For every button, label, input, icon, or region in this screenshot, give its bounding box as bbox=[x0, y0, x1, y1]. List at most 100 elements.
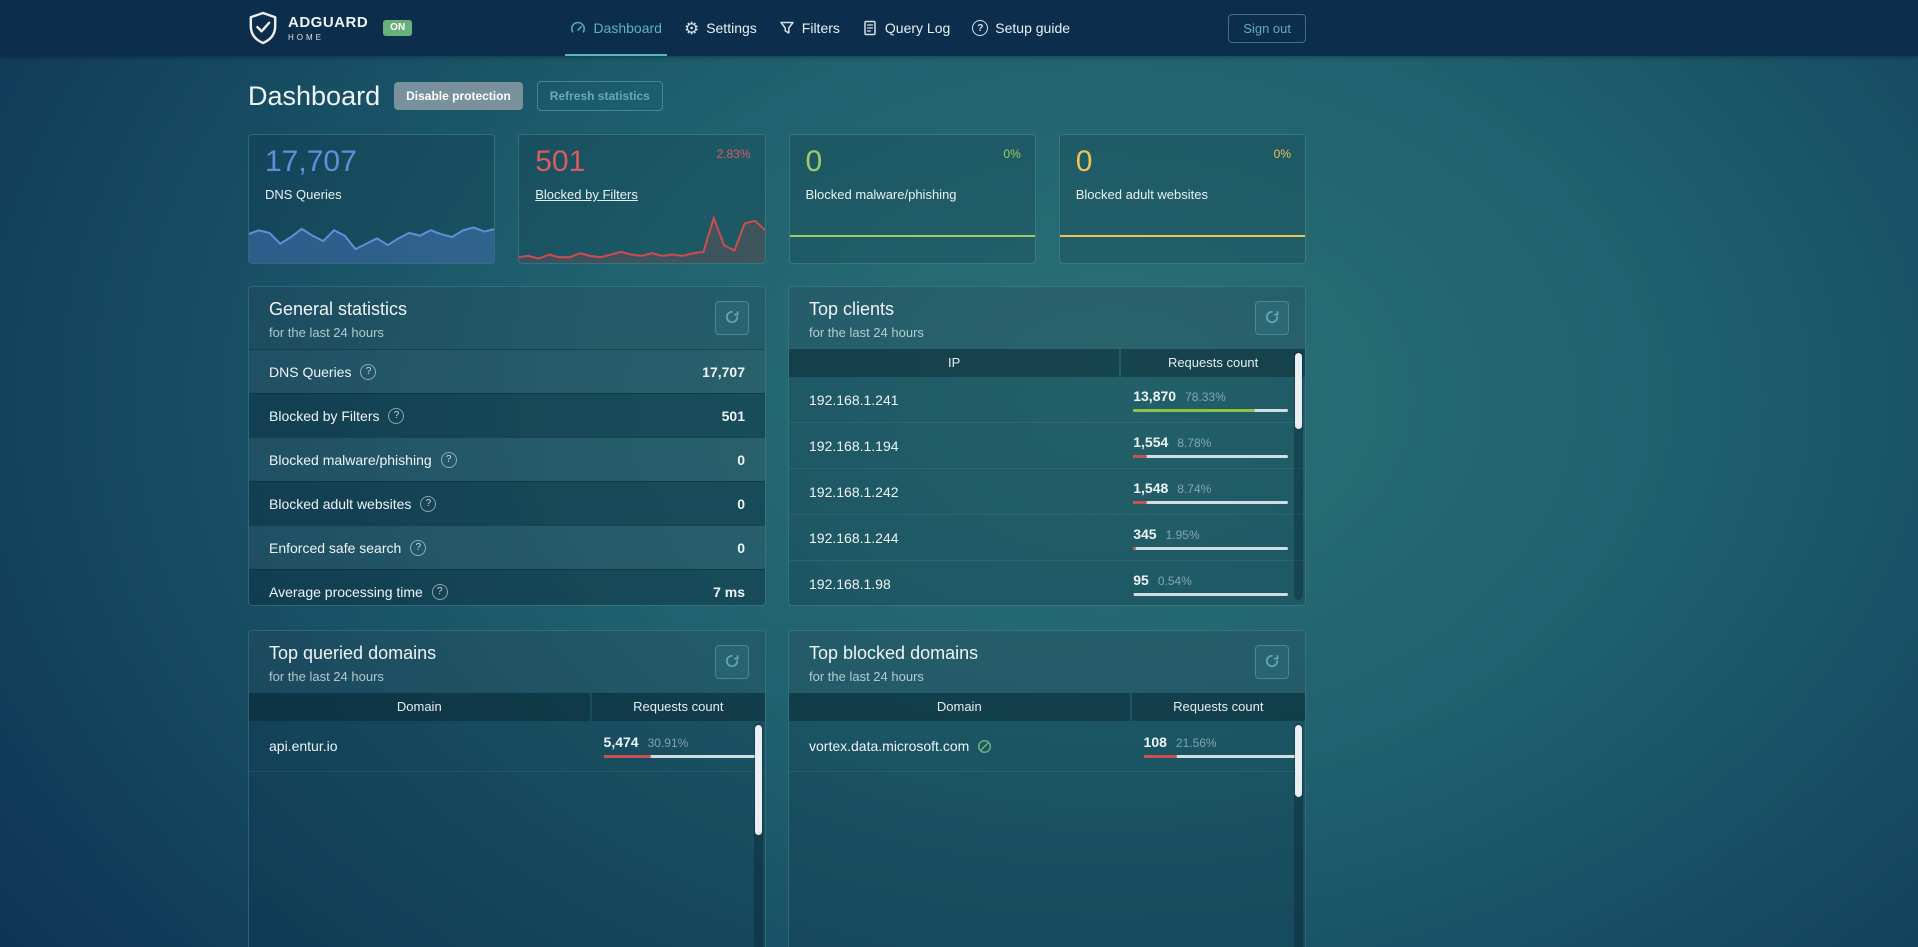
main-nav: Dashboard ⚙ Settings Filters bbox=[559, 0, 1081, 56]
request-percent: 78.33% bbox=[1185, 389, 1226, 404]
nav-item-setup-guide[interactable]: ? Setup guide bbox=[961, 0, 1081, 56]
scrollbar[interactable] bbox=[754, 723, 763, 947]
statistics-row: Blocked by Filters ? 501 bbox=[249, 393, 765, 437]
blocked-malware-flatline bbox=[789, 235, 1035, 237]
blocked-adult-percent: 0% bbox=[1273, 147, 1291, 161]
blocked-malware-value: 0 bbox=[805, 145, 823, 178]
request-count: 1,554 bbox=[1133, 433, 1169, 450]
statistics-row: Enforced safe search ? 0 bbox=[249, 525, 765, 569]
progress-bar bbox=[1133, 546, 1289, 550]
request-count: 95 bbox=[1133, 571, 1149, 588]
blocked-filters-sparkline bbox=[519, 210, 765, 263]
client-ip: 192.168.1.98 bbox=[809, 575, 891, 592]
blocked-adult-flatline bbox=[1059, 235, 1305, 237]
scrollbar-thumb[interactable] bbox=[755, 725, 762, 835]
client-row: 192.168.1.194 1,554 8.78% bbox=[789, 423, 1305, 469]
column-header-domain: Domain bbox=[249, 693, 590, 721]
table-header: Domain Requests count bbox=[789, 693, 1305, 721]
progress-bar-fill bbox=[1133, 408, 1255, 412]
help-icon[interactable]: ? bbox=[388, 407, 405, 424]
nav-item-query-log[interactable]: Query Log bbox=[851, 0, 961, 56]
page-title: Dashboard bbox=[248, 80, 381, 111]
column-header-requests: Requests count bbox=[591, 693, 765, 721]
panel-title: Top clients bbox=[809, 299, 895, 319]
sign-out-button[interactable]: Sign out bbox=[1228, 13, 1306, 43]
blocked-adult-value: 0 bbox=[1075, 145, 1093, 178]
progress-bar bbox=[1133, 408, 1289, 412]
client-row: 192.168.1.242 1,548 8.74% bbox=[789, 469, 1305, 515]
scrollbar-thumb[interactable] bbox=[1295, 353, 1302, 429]
panel-title: General statistics bbox=[269, 299, 408, 319]
refresh-icon bbox=[1264, 653, 1280, 672]
client-ip: 192.168.1.244 bbox=[809, 529, 899, 546]
nav-label: Settings bbox=[706, 20, 757, 36]
statistic-value: 0 bbox=[737, 451, 745, 468]
help-icon[interactable]: ? bbox=[360, 363, 377, 380]
client-row: 192.168.1.98 95 0.54% bbox=[789, 561, 1305, 605]
nav-item-filters[interactable]: Filters bbox=[768, 0, 851, 56]
dns-queries-sparkline bbox=[249, 210, 495, 263]
blocked-filters-link[interactable]: Blocked by Filters bbox=[535, 187, 638, 202]
statistic-value: 0 bbox=[737, 495, 745, 512]
column-header-ip: IP bbox=[789, 349, 1120, 377]
domain-name: vortex.data.microsoft.com bbox=[809, 738, 970, 754]
protection-status-badge: ON bbox=[383, 20, 413, 36]
statistics-row: Average processing time ? 7 ms bbox=[249, 569, 765, 605]
funnel-icon bbox=[779, 20, 795, 36]
client-ip: 192.168.1.241 bbox=[809, 391, 899, 408]
table-header: Domain Requests count bbox=[249, 693, 765, 721]
request-percent: 8.78% bbox=[1177, 435, 1212, 450]
refresh-top-queried-button[interactable] bbox=[715, 645, 749, 679]
statistics-row: Blocked adult websites ? 0 bbox=[249, 481, 765, 525]
scrollbar[interactable] bbox=[1294, 351, 1303, 600]
refresh-top-clients-button[interactable] bbox=[1255, 301, 1289, 335]
nav-item-dashboard[interactable]: Dashboard bbox=[559, 0, 673, 56]
domain-blocked-icon bbox=[977, 739, 992, 754]
progress-bar-fill bbox=[1133, 500, 1147, 504]
blocked-filters-percent: 2.83% bbox=[716, 147, 751, 161]
request-percent: 0.54% bbox=[1157, 573, 1192, 588]
panel-subtitle: for the last 24 hours bbox=[809, 325, 924, 340]
help-icon[interactable]: ? bbox=[420, 495, 437, 512]
column-header-requests: Requests count bbox=[1131, 693, 1305, 721]
client-ip: 192.168.1.194 bbox=[809, 437, 899, 454]
scrollbar-thumb[interactable] bbox=[1295, 725, 1302, 797]
progress-bar bbox=[1133, 454, 1289, 458]
statistic-value: 7 ms bbox=[713, 583, 745, 600]
adguard-logo[interactable]: ADGUARD HOME ON bbox=[248, 11, 413, 45]
progress-bar-fill bbox=[1133, 592, 1135, 596]
brand-title: ADGUARD bbox=[288, 13, 369, 31]
scrollbar[interactable] bbox=[1294, 723, 1303, 947]
refresh-statistics-button[interactable]: Refresh statistics bbox=[536, 81, 663, 111]
dns-queries-value: 17,707 bbox=[265, 145, 357, 178]
help-icon[interactable]: ? bbox=[410, 539, 427, 556]
statistic-label: Blocked malware/phishing bbox=[269, 451, 432, 468]
request-count: 345 bbox=[1133, 525, 1157, 542]
request-count: 5,474 bbox=[603, 734, 639, 750]
refresh-general-statistics-button[interactable] bbox=[715, 301, 749, 335]
help-icon[interactable]: ? bbox=[431, 583, 448, 600]
panel-title: Top queried domains bbox=[269, 643, 437, 663]
statistic-value: 501 bbox=[721, 407, 745, 424]
nav-label: Setup guide bbox=[995, 20, 1071, 36]
brand-subtitle: HOME bbox=[288, 32, 324, 42]
domain-name: api.entur.io bbox=[269, 738, 338, 754]
blocked-adult-label: Blocked adult websites bbox=[1075, 187, 1208, 202]
statistic-label: DNS Queries bbox=[269, 363, 352, 380]
request-count: 108 bbox=[1143, 734, 1167, 750]
document-icon bbox=[862, 20, 878, 36]
help-icon[interactable]: ? bbox=[440, 451, 457, 468]
request-count: 1,548 bbox=[1133, 479, 1169, 496]
refresh-top-blocked-button[interactable] bbox=[1255, 645, 1289, 679]
dns-queries-label: DNS Queries bbox=[265, 187, 342, 202]
blocked-domain-row: vortex.data.microsoft.com bbox=[789, 721, 1305, 772]
disable-protection-button[interactable]: Disable protection bbox=[394, 82, 523, 110]
stat-cards-row: 17,707 DNS Queries 501 Blocked by Filter… bbox=[248, 134, 1306, 264]
statistic-label: Enforced safe search bbox=[269, 539, 402, 556]
refresh-icon bbox=[1264, 309, 1280, 328]
panel-title: Top blocked domains bbox=[809, 643, 979, 663]
client-row: 192.168.1.244 345 1.95% bbox=[789, 515, 1305, 561]
statistic-label: Blocked adult websites bbox=[269, 495, 412, 512]
nav-item-settings[interactable]: ⚙ Settings bbox=[673, 0, 768, 56]
